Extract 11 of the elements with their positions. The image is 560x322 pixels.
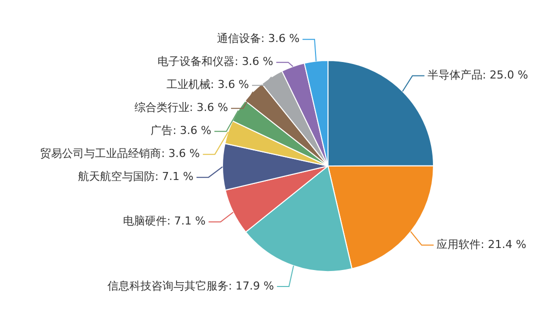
slice-label: 航天航空与国防: 7.1 % <box>78 170 194 184</box>
slice-label: 半导体产品: 25.0 % <box>427 68 528 82</box>
slice-label: 工业机械: 3.6 % <box>166 78 250 92</box>
slice-label: 广告: 3.6 % <box>150 124 212 138</box>
slice-label: 电子设备和仪器: 3.6 % <box>158 55 274 68</box>
slice-label: 综合类行业: 3.6 % <box>134 101 228 114</box>
slice-label: 通信设备: 3.6 % <box>216 32 300 46</box>
slice-label: 贸易公司与工业品经销商: 3.6 % <box>40 147 200 160</box>
slice-label: 应用软件: 21.4 % <box>436 238 526 252</box>
slice-label: 信息科技咨询与其它服务: 17.9 % <box>107 279 274 292</box>
slice-label: 电脑硬件: 7.1 % <box>122 214 206 228</box>
